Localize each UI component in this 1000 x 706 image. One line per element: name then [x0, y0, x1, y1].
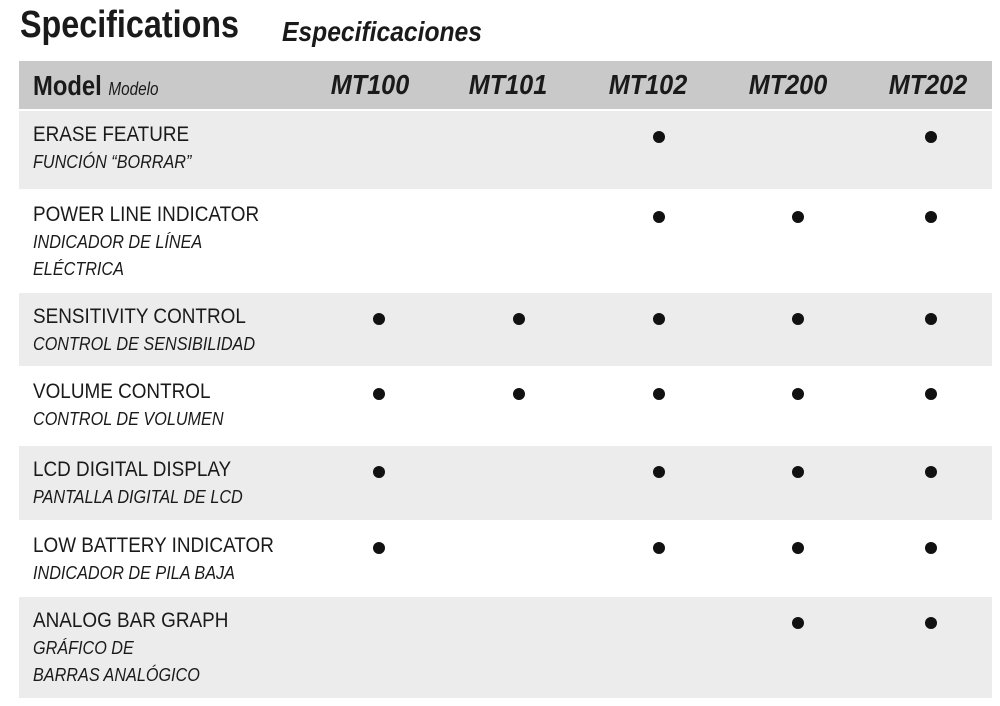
table-row: ERASE FEATURE FUNCIÓN “BORRAR” — [19, 111, 992, 189]
feature-included-dot — [925, 466, 937, 478]
feature-included-dot — [373, 542, 385, 554]
feature-included-dot — [653, 313, 665, 325]
table-row: LCD DIGITAL DISPLAY PANTALLA DIGITAL DE L… — [19, 446, 992, 520]
page-title: Specifications Especificaciones — [20, 4, 482, 47]
feature-included-dot — [925, 313, 937, 325]
feature-english: LCD DIGITAL DISPLAY — [33, 458, 232, 481]
table-row: LOW BATTERY INDICATOR INDICADOR DE PILA B… — [19, 522, 992, 595]
feature-english: LOW BATTERY INDICATOR — [33, 534, 274, 557]
feature-label: ERASE FEATURE FUNCIÓN “BORRAR” — [33, 121, 323, 176]
table-header: Model Modelo MT100 MT101 MT102 MT200 MT202 — [19, 61, 992, 109]
table-row: VOLUME CONTROL CONTROL DE VOLUMEN — [19, 368, 992, 444]
feature-spanish: CONTROL DE VOLUMEN — [33, 409, 224, 429]
feature-included-dot — [792, 313, 804, 325]
model-column-header: MT100 — [330, 69, 410, 100]
feature-included-dot — [653, 466, 665, 478]
model-column-header: MT200 — [748, 69, 828, 100]
feature-label: ANALOG BAR GRAPH GRÁFICO DE BARRAS ANALÓG… — [33, 607, 323, 689]
model-header: Model Modelo — [33, 70, 159, 102]
title-spanish: Especificaciones — [282, 16, 482, 47]
feature-english: ANALOG BAR GRAPH — [33, 609, 229, 632]
feature-spanish: INDICADOR DE LÍNEA ELÉCTRICA — [33, 232, 202, 279]
feature-included-dot — [513, 388, 525, 400]
feature-included-dot — [792, 211, 804, 223]
model-column-header: MT202 — [888, 69, 968, 100]
feature-included-dot — [653, 542, 665, 554]
feature-spanish: INDICADOR DE PILA BAJA — [33, 563, 235, 583]
feature-spanish: FUNCIÓN “BORRAR” — [33, 152, 192, 172]
feature-included-dot — [653, 131, 665, 143]
feature-label: LCD DIGITAL DISPLAY PANTALLA DIGITAL DE L… — [33, 456, 323, 511]
table-row: ANALOG BAR GRAPH GRÁFICO DE BARRAS ANALÓG… — [19, 597, 992, 698]
feature-included-dot — [792, 466, 804, 478]
feature-included-dot — [792, 388, 804, 400]
feature-included-dot — [925, 131, 937, 143]
feature-included-dot — [373, 313, 385, 325]
feature-label: LOW BATTERY INDICATOR INDICADOR DE PILA B… — [33, 532, 323, 587]
feature-included-dot — [373, 466, 385, 478]
feature-english: SENSITIVITY CONTROL — [33, 305, 246, 328]
title-english: Specifications — [20, 4, 239, 46]
feature-spanish: CONTROL DE SENSIBILIDAD — [33, 334, 256, 354]
feature-included-dot — [925, 211, 937, 223]
feature-english: VOLUME CONTROL — [33, 380, 211, 403]
model-label: Model — [33, 70, 102, 101]
model-column-header: MT101 — [468, 69, 548, 100]
feature-included-dot — [925, 542, 937, 554]
feature-spanish: PANTALLA DIGITAL DE LCD — [33, 487, 243, 507]
model-label-spanish: Modelo — [108, 79, 159, 99]
feature-included-dot — [373, 388, 385, 400]
feature-included-dot — [792, 617, 804, 629]
specifications-table: Model Modelo MT100 MT101 MT102 MT200 MT202 E… — [19, 61, 992, 698]
table-row: POWER LINE INDICATOR INDICADOR DE LÍNEA E… — [19, 191, 992, 291]
table-row: SENSITIVITY CONTROL CONTROL DE SENSIBILID… — [19, 293, 992, 366]
feature-included-dot — [792, 542, 804, 554]
feature-included-dot — [925, 617, 937, 629]
feature-english: ERASE FEATURE — [33, 123, 190, 146]
feature-included-dot — [513, 313, 525, 325]
feature-included-dot — [653, 211, 665, 223]
feature-included-dot — [653, 388, 665, 400]
feature-included-dot — [925, 388, 937, 400]
feature-spanish: GRÁFICO DE BARRAS ANALÓGICO — [33, 638, 200, 685]
feature-label: VOLUME CONTROL CONTROL DE VOLUMEN — [33, 378, 323, 433]
model-column-header: MT102 — [608, 69, 688, 100]
feature-english: POWER LINE INDICATOR — [33, 203, 260, 226]
feature-label: POWER LINE INDICATOR INDICADOR DE LÍNEA E… — [33, 201, 323, 283]
feature-label: SENSITIVITY CONTROL CONTROL DE SENSIBILID… — [33, 303, 323, 358]
